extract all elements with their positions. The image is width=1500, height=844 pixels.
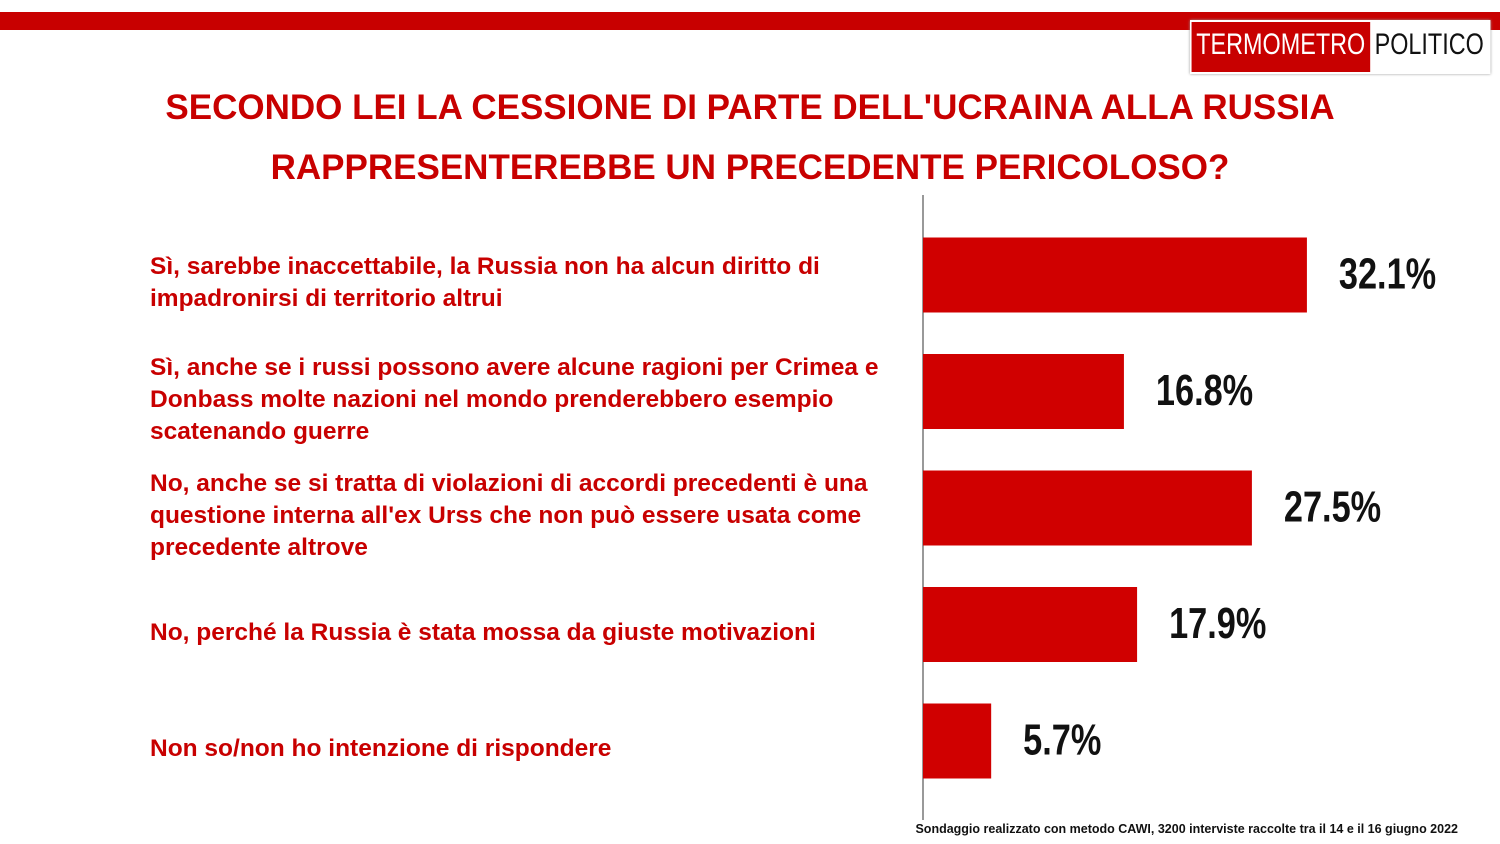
bar <box>923 237 1307 313</box>
category-label: Non so/non ho intenzione di rispondere <box>150 735 612 762</box>
footnote: Sondaggio realizzato con metodo CAWI, 32… <box>915 822 1458 836</box>
category-label: No, anche se si tratta di violazioni di … <box>150 470 868 561</box>
bar <box>923 703 992 779</box>
logo: TERMOMETRO POLITICO <box>1190 20 1491 74</box>
value-label: 32.1% <box>1339 250 1436 299</box>
chart-title: SECONDO LEI LA CESSIONE DI PARTE DELL'UC… <box>165 88 1335 187</box>
top-bar <box>0 12 1500 30</box>
category-label: No, perché la Russia è stata mossa da gi… <box>150 618 816 646</box>
value-label: 17.9% <box>1169 599 1266 648</box>
logo-left: TERMOMETRO <box>1191 22 1370 72</box>
value-label: 5.7% <box>1023 716 1101 765</box>
category-label: Sì, anche se i russi possono avere alcun… <box>150 353 879 445</box>
bar <box>923 470 1252 546</box>
value-label: 27.5% <box>1284 483 1381 532</box>
logo-right: POLITICO <box>1374 28 1484 61</box>
category-label: Sì, sarebbe inaccettabile, la Russia non… <box>150 253 820 312</box>
bar <box>923 587 1138 662</box>
bar <box>923 354 1124 429</box>
value-label: 16.8% <box>1156 366 1253 415</box>
